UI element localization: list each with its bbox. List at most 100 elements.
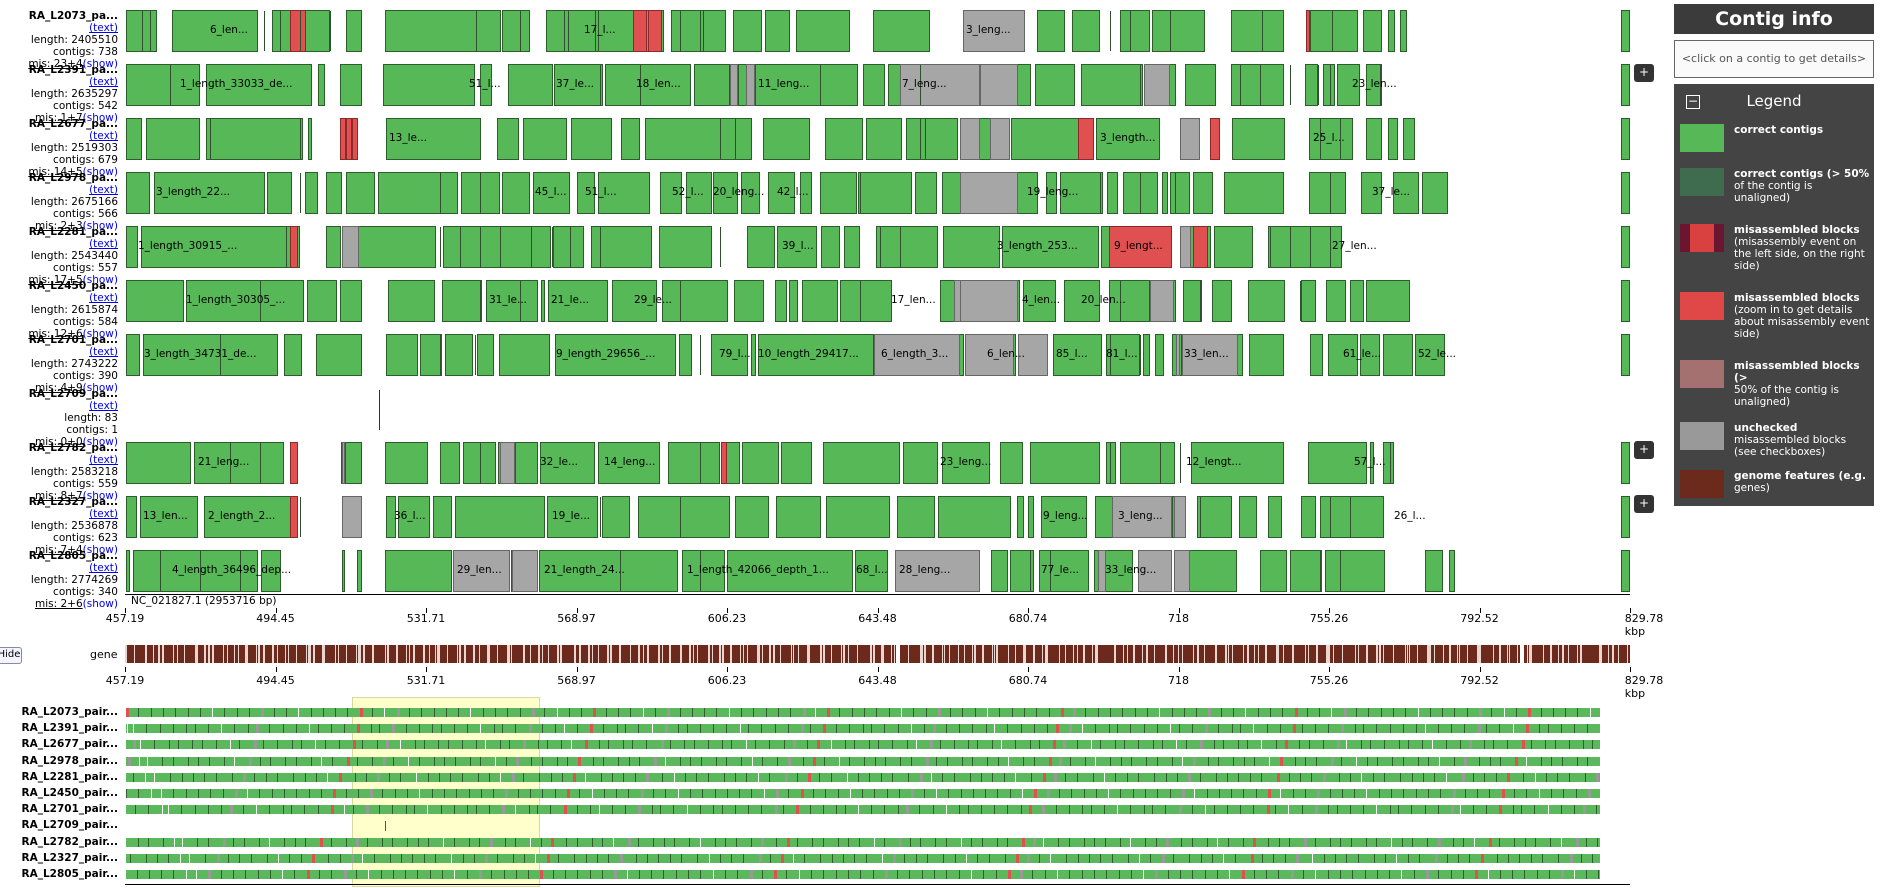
contig-block[interactable]: [826, 496, 890, 538]
contig-block[interactable]: [126, 64, 200, 106]
contig-block[interactable]: [751, 334, 756, 376]
contig-block[interactable]: [1621, 172, 1630, 214]
contig-block[interactable]: [126, 280, 184, 322]
contig-block[interactable]: [547, 496, 598, 538]
collapse-legend-button[interactable]: −: [1686, 94, 1700, 109]
contig-block[interactable]: [143, 334, 278, 376]
misassembled-block[interactable]: [352, 118, 358, 160]
misassembly-count[interactable]: mis: 12+6: [28, 328, 83, 340]
contig-block[interactable]: [758, 334, 874, 376]
contig-block[interactable]: [555, 334, 676, 376]
misassembled-block[interactable]: [1078, 118, 1094, 160]
misassembly-count[interactable]: mis: 23+4: [28, 58, 83, 70]
show-link[interactable]: (show): [82, 544, 118, 556]
contig-block[interactable]: [802, 280, 838, 322]
contig-block[interactable]: [305, 172, 318, 214]
contig-block[interactable]: [686, 172, 712, 214]
contig-block[interactable]: [1328, 334, 1358, 376]
contig-block[interactable]: [1239, 496, 1257, 538]
contig-block[interactable]: [1403, 118, 1415, 160]
contig-block[interactable]: [741, 172, 760, 214]
contig-block[interactable]: [433, 496, 452, 538]
misassembled-block[interactable]: [1109, 226, 1172, 268]
contig-block[interactable]: [385, 10, 501, 52]
contig-block[interactable]: [342, 550, 345, 592]
show-link[interactable]: (show): [82, 220, 118, 232]
contig-block[interactable]: [502, 10, 530, 52]
contig-block[interactable]: [1011, 118, 1088, 160]
contig-block[interactable]: [1326, 280, 1346, 322]
contig-block[interactable]: [1017, 496, 1024, 538]
contig-block[interactable]: [1072, 10, 1100, 52]
contig-block[interactable]: [662, 280, 728, 322]
contig-block[interactable]: [463, 442, 496, 484]
contig-block[interactable]: [440, 442, 460, 484]
contig-block[interactable]: [126, 172, 150, 214]
contig-block[interactable]: [844, 226, 860, 268]
contig-block[interactable]: [502, 172, 530, 214]
contig-block[interactable]: [1030, 442, 1100, 484]
contig-block[interactable]: [480, 64, 492, 106]
contig-block[interactable]: [598, 172, 650, 214]
contig-block[interactable]: [668, 442, 720, 484]
unchecked-block[interactable]: [1018, 334, 1048, 376]
contig-block[interactable]: [477, 334, 494, 376]
unchecked-block[interactable]: [1112, 496, 1172, 538]
show-link[interactable]: (show): [82, 58, 118, 70]
contig-block[interactable]: [539, 550, 678, 592]
overview-bar[interactable]: [126, 837, 1600, 847]
contig-block[interactable]: [540, 442, 595, 484]
contig-block[interactable]: [1231, 10, 1284, 52]
overview-bar[interactable]: [126, 756, 1600, 766]
contig-block[interactable]: [755, 64, 858, 106]
contig-block[interactable]: [638, 496, 730, 538]
contig-block[interactable]: [1310, 10, 1358, 52]
unchecked-block[interactable]: [963, 10, 1025, 52]
contig-block[interactable]: [1037, 10, 1065, 52]
contig-block[interactable]: [1224, 172, 1284, 214]
misassembled-block[interactable]: [633, 10, 647, 52]
misassembled-block[interactable]: [648, 10, 662, 52]
misassembly-count[interactable]: mis: 0+0: [35, 436, 83, 448]
contig-block[interactable]: [126, 334, 140, 376]
contig-block[interactable]: [863, 64, 885, 106]
contig-block[interactable]: [577, 172, 595, 214]
contig-block[interactable]: [1162, 172, 1168, 214]
contig-block[interactable]: [126, 550, 130, 592]
contig-block[interactable]: [1301, 280, 1316, 322]
contig-block[interactable]: [768, 172, 795, 214]
unchecked-block[interactable]: [342, 442, 345, 484]
contig-block[interactable]: [345, 442, 362, 484]
contig-block[interactable]: [742, 442, 779, 484]
contig-block[interactable]: [821, 226, 840, 268]
contig-block[interactable]: [763, 118, 810, 160]
misassembly-count[interactable]: mis: 4+9: [35, 382, 83, 394]
text-link[interactable]: (text): [89, 238, 118, 250]
contig-block[interactable]: [621, 118, 640, 160]
text-link[interactable]: (text): [89, 400, 118, 412]
contig-block[interactable]: [1060, 172, 1103, 214]
contig-block[interactable]: [486, 280, 538, 322]
contig-block[interactable]: [747, 226, 775, 268]
contig-block[interactable]: [388, 280, 435, 322]
hide-gene-button[interactable]: Hide: [0, 647, 22, 664]
unchecked-block[interactable]: [990, 118, 1010, 160]
contig-block[interactable]: [378, 172, 458, 214]
contig-block[interactable]: [340, 280, 362, 322]
contig-block[interactable]: [1107, 172, 1118, 214]
unchecked-block[interactable]: [1180, 118, 1200, 160]
misassembly-count[interactable]: mis: 14+5: [28, 166, 83, 178]
overview-bar[interactable]: [126, 724, 1600, 734]
contig-block[interactable]: [1106, 334, 1140, 376]
contig-block[interactable]: [591, 226, 652, 268]
contig-block[interactable]: [1081, 64, 1143, 106]
contig-block[interactable]: [735, 496, 769, 538]
misassembled-block[interactable]: [290, 442, 298, 484]
contig-block[interactable]: [1309, 172, 1346, 214]
contig-block[interactable]: [340, 64, 362, 106]
contig-block[interactable]: [612, 280, 657, 322]
contig-block[interactable]: [660, 172, 682, 214]
contig-block[interactable]: [903, 442, 938, 484]
contig-block[interactable]: [206, 64, 312, 106]
contig-block[interactable]: [1621, 550, 1630, 592]
